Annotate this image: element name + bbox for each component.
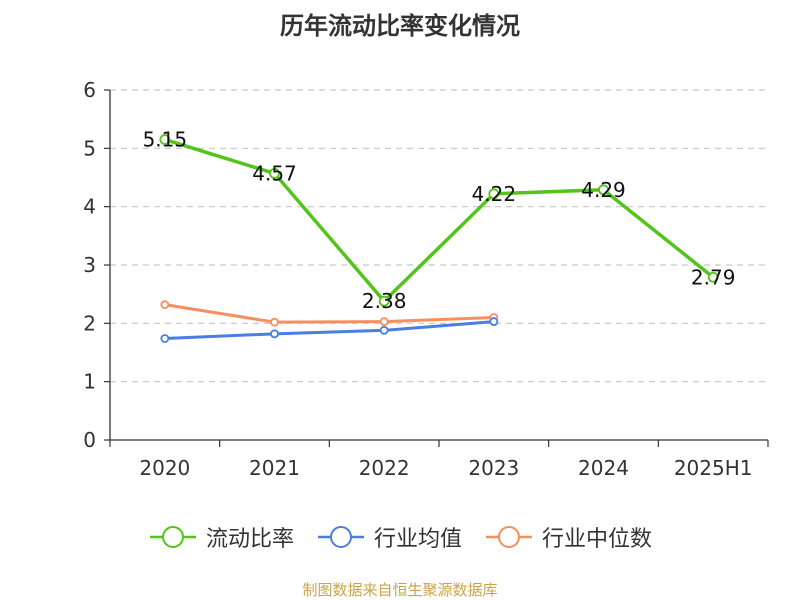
y-tick-label: 3 <box>83 253 96 277</box>
series-1-point-2022 <box>379 325 389 335</box>
y-tick-label: 0 <box>83 428 96 452</box>
series-line-2 <box>164 303 494 324</box>
y-tick-label: 1 <box>83 370 96 394</box>
x-tick-label-2021: 2021 <box>249 456 300 480</box>
x-tick-label-2023: 2023 <box>468 456 519 480</box>
series-lines <box>159 134 719 343</box>
source-note: 制图数据来自恒生聚源数据库 <box>302 581 498 599</box>
legend-swatch-icon <box>486 526 532 548</box>
legend-label: 流动比率 <box>205 527 294 552</box>
series-1-point-2023 <box>489 317 499 326</box>
data-label-2025H1: 2.79 <box>691 265 736 289</box>
series-line-1 <box>164 320 494 340</box>
legend-item-2[interactable]: 行业中位数 <box>484 521 652 553</box>
legend-item-1[interactable]: 行业均值 <box>316 521 462 553</box>
y-tick-label: 5 <box>83 136 96 160</box>
series-2-point-2022 <box>379 317 389 326</box>
x-tick-label-2020: 2020 <box>139 456 190 480</box>
legend-swatch-icon <box>149 526 196 548</box>
y-tick-label: 4 <box>83 195 96 219</box>
data-label-2022: 2.38 <box>362 289 407 313</box>
legend-label: 行业均值 <box>373 527 462 552</box>
data-label-2024: 4.29 <box>581 178 626 202</box>
x-tick-label-2022: 2022 <box>359 456 410 480</box>
series-line-0 <box>164 137 715 303</box>
legend: 流动比率 行业均值 行业中位数 <box>0 520 800 554</box>
series-0-point-2021 <box>269 168 280 179</box>
y-tick-label: 2 <box>83 311 96 335</box>
series-0-point-2025H1 <box>707 271 719 283</box>
legend-item-0[interactable]: 流动比率 <box>148 521 294 553</box>
legend-swatch-icon <box>317 526 364 548</box>
legend-label: 行业中位数 <box>542 527 653 552</box>
data-labels: 5.15 4.57 2.38 4.22 4.29 2.79 <box>143 128 736 314</box>
series-2-point-2020 <box>160 300 170 310</box>
series-0-point-2022 <box>378 295 390 307</box>
chart-title: 历年流动比率变化情况 <box>280 12 520 40</box>
data-label-2020: 5.15 <box>143 128 188 152</box>
x-tick-label-2025H1: 2025H1 <box>674 456 753 480</box>
series-0-point-2024 <box>598 184 609 196</box>
series-2-point-2021 <box>270 317 279 327</box>
series-0-point-2023 <box>488 188 500 200</box>
series-1-point-2021 <box>270 329 279 339</box>
data-label-2021: 4.57 <box>252 161 297 185</box>
series-1-point-2020 <box>160 334 170 343</box>
axes: 0 1 2 3 4 5 6 2020 2021 2022 2023 2024 2025H1 <box>83 78 769 480</box>
series-0-point-2020 <box>159 134 171 145</box>
y-tick-label: 6 <box>83 78 96 102</box>
x-tick-label-2024: 2024 <box>578 456 629 480</box>
data-label-2023: 4.22 <box>472 182 517 206</box>
